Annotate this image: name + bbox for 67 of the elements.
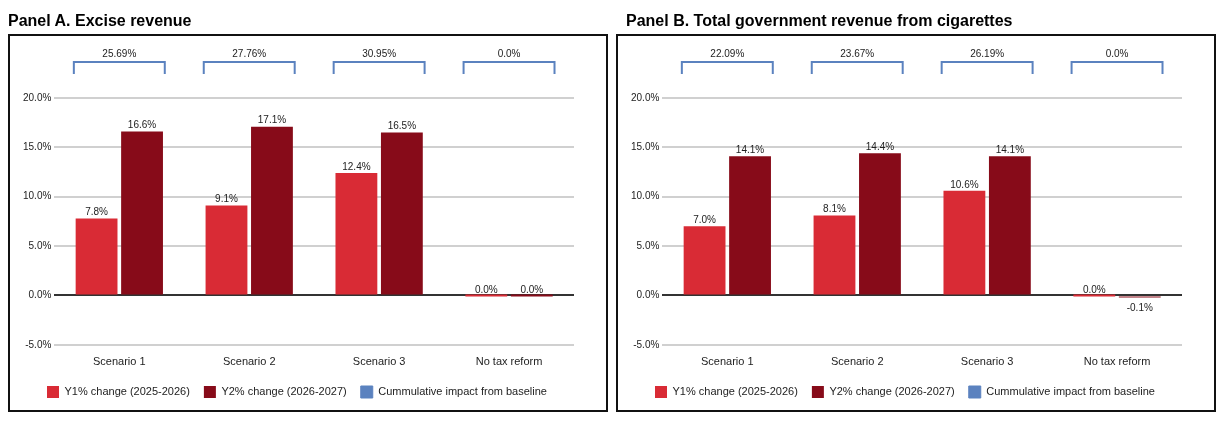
bar [205, 205, 248, 295]
bar [380, 132, 423, 295]
y-tick-label: 15.0% [23, 141, 52, 153]
bar [251, 126, 293, 295]
y-tick-label: -5.0% [25, 338, 52, 350]
data-label: 14.1% [995, 143, 1025, 155]
bar [988, 156, 1031, 295]
y-tick-label: 10.0% [23, 190, 52, 202]
data-label: 8.1% [823, 203, 846, 215]
data-label: 10.6% [950, 178, 979, 190]
legend-label: Y2% change (2026-2027) [221, 385, 347, 398]
data-label: 16.5% [387, 120, 417, 132]
data-label: 14.4% [865, 141, 895, 153]
text: 26.19% [970, 47, 1005, 59]
data-label: 12.4% [342, 160, 371, 172]
bar [813, 215, 856, 295]
x-tick-label: Scenario 3 [960, 355, 1014, 368]
chart-title: Panel A. Excise revenue [8, 11, 193, 31]
data-label: 0.0% [520, 284, 544, 296]
bar [121, 131, 163, 295]
text: 25.69% [102, 47, 137, 59]
data-label: 9.1% [215, 193, 238, 205]
legend-label: Cummulative impact from baseline [986, 385, 1155, 398]
chart-title: Panel B. Total government revenue from cigarettes [625, 11, 1014, 31]
bar [683, 226, 726, 295]
y-tick-label: 20.0% [23, 91, 52, 103]
y-tick-label: -5.0% [633, 338, 660, 350]
data-label: 16.6% [127, 119, 157, 131]
y-tick-label: 5.0% [636, 239, 660, 251]
bar [75, 218, 118, 295]
data-label: -0.1% [1126, 302, 1153, 314]
text: 0.0% [497, 47, 521, 59]
text: 27.76% [232, 47, 267, 59]
legend-label: Cummulative impact from baseline [378, 385, 547, 398]
bar [943, 190, 986, 295]
bar [729, 156, 771, 295]
x-tick-label: No tax reform [475, 355, 543, 368]
x-tick-label: Scenario 1 [701, 355, 754, 368]
x-tick-label: Scenario 3 [352, 355, 406, 368]
data-label: 0.0% [474, 284, 498, 296]
x-tick-label: Scenario 1 [93, 355, 146, 368]
bar [335, 173, 378, 295]
x-tick-label: Scenario 2 [830, 355, 884, 368]
y-tick-label: 5.0% [28, 239, 52, 251]
legend-label: Y1% change (2025-2026) [672, 385, 798, 398]
text: 23.67% [840, 47, 875, 59]
x-tick-label: Scenario 2 [222, 355, 276, 368]
legend-label: Y1% change (2025-2026) [64, 385, 190, 398]
y-tick-label: 10.0% [631, 190, 660, 202]
data-label: 7.0% [693, 214, 717, 226]
data-label: 14.1% [735, 143, 765, 155]
y-tick-label: 0.0% [28, 289, 52, 301]
y-tick-label: 0.0% [636, 289, 660, 301]
text: 30.95% [362, 47, 397, 59]
bar [859, 153, 901, 295]
bar [510, 294, 553, 297]
data-label: 0.0% [1082, 284, 1106, 296]
y-tick-label: 15.0% [631, 141, 660, 153]
legend-label: Y2% change (2026-2027) [829, 385, 955, 398]
text: 0.0% [1105, 47, 1129, 59]
text: 22.09% [710, 47, 745, 59]
x-tick-label: No tax reform [1083, 355, 1151, 368]
bar [465, 294, 508, 297]
data-label: 17.1% [257, 114, 287, 126]
bar [1073, 294, 1116, 297]
data-label: 7.8% [85, 206, 109, 218]
y-tick-label: 20.0% [631, 91, 660, 103]
